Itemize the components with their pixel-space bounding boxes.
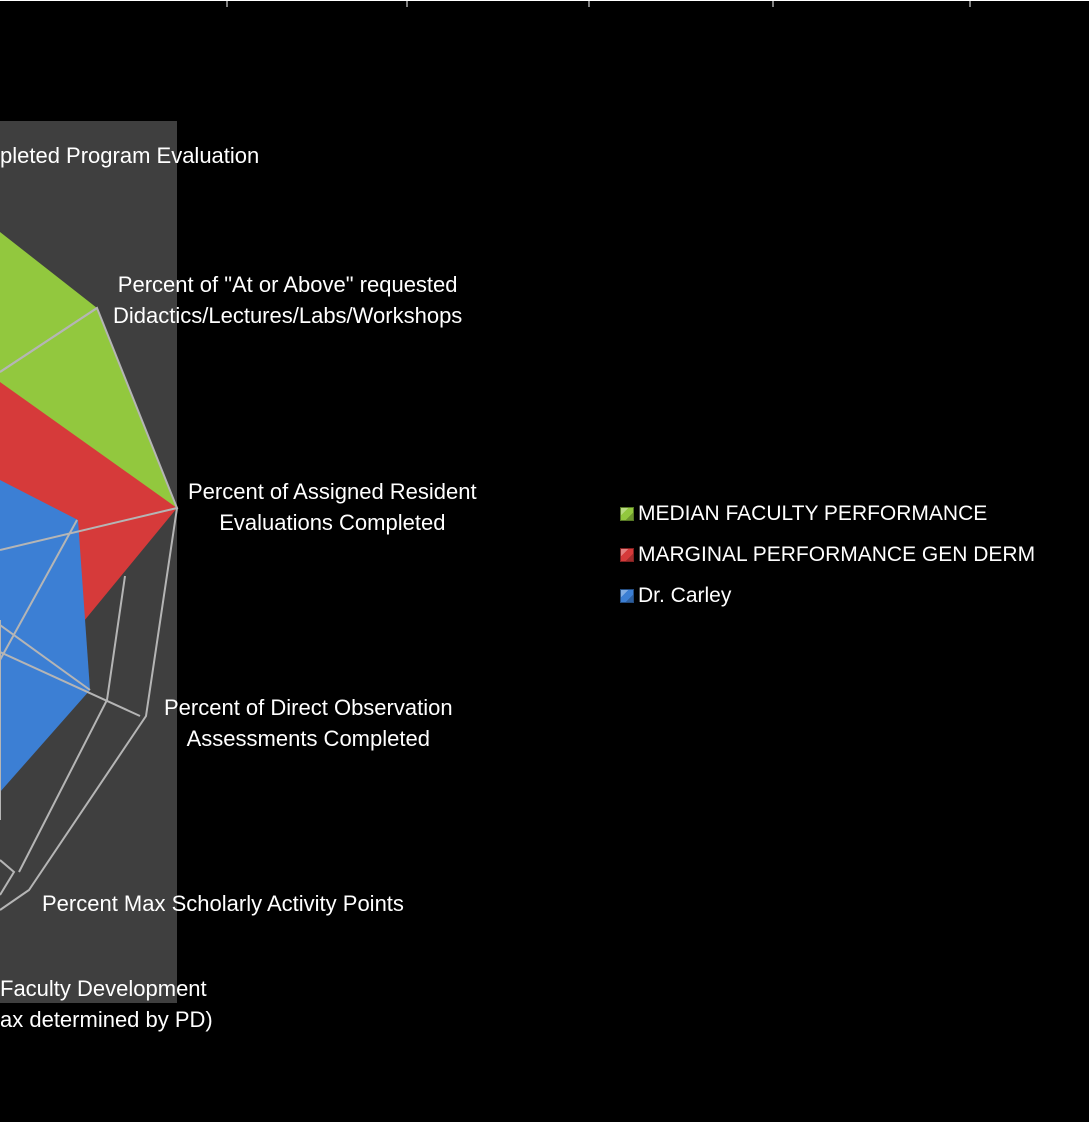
legend-label: MARGINAL PERFORMANCE GEN DERM	[638, 543, 1036, 566]
legend-label: Dr. Carley	[638, 584, 732, 607]
series-dr-carley	[0, 480, 90, 792]
legend-item-marginal-performance-gen-derm: MARGINAL PERFORMANCE GEN DERM	[620, 540, 1035, 570]
legend-swatch-red	[620, 548, 634, 562]
legend-swatch-green	[620, 507, 634, 521]
axis-label-scholarly-activity: Percent Max Scholarly Activity Points	[42, 891, 404, 916]
axis-label-faculty-development: Faculty Development ax determined by PD)	[0, 976, 213, 1032]
legend-item-dr-carley: Dr. Carley	[620, 581, 1035, 611]
axis-label-resident-evaluations: Percent of Assigned Resident Evaluations…	[188, 479, 477, 535]
axis-label-direct-observation: Percent of Direct Observation Assessment…	[164, 695, 453, 751]
chart-legend: MEDIAN FACULTY PERFORMANCE MARGINAL PERF…	[620, 499, 1035, 622]
axis-label-didactics: Percent of "At or Above" requested Didac…	[113, 272, 463, 328]
top-border	[0, 0, 1089, 7]
legend-label: MEDIAN FACULTY PERFORMANCE	[638, 502, 988, 525]
legend-item-median-faculty-performance: MEDIAN FACULTY PERFORMANCE	[620, 499, 1035, 529]
axis-label-completed-program-evaluation: pleted Program Evaluation	[0, 143, 260, 168]
radar-gridlines	[0, 306, 179, 911]
legend-swatch-blue	[620, 589, 634, 603]
